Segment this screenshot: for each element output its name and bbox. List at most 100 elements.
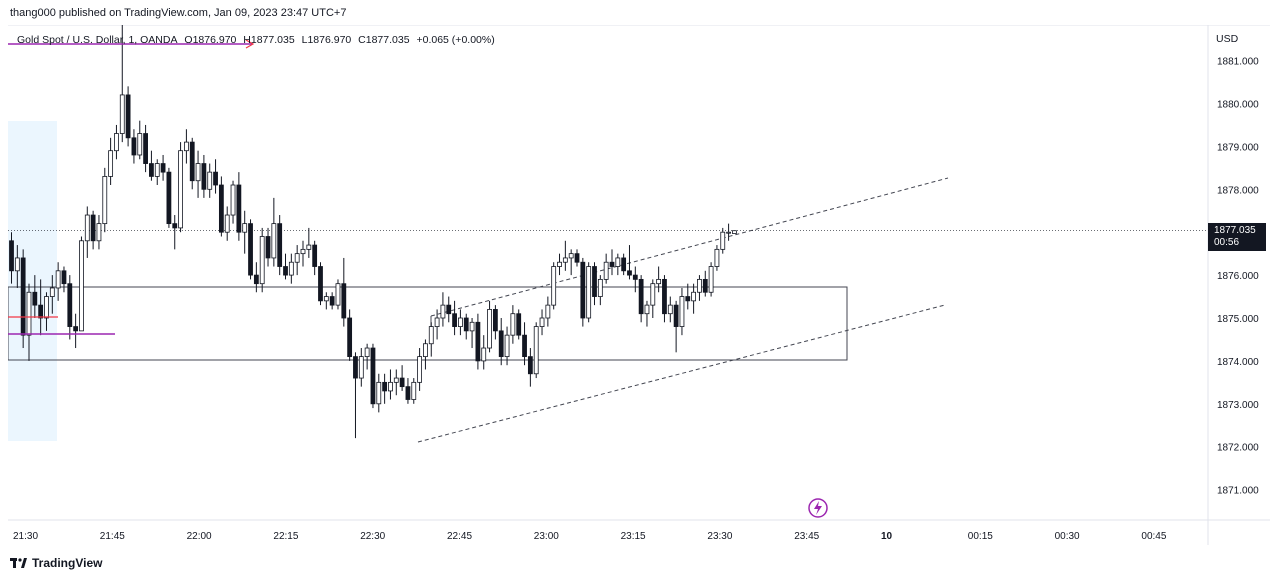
price-tick-label: 1871.000 (1217, 486, 1259, 497)
candle-body (26, 291, 32, 336)
candle-body (463, 317, 469, 332)
candle-body (545, 304, 551, 319)
candle (527, 348, 533, 387)
candle-body (154, 163, 160, 177)
candle-body (615, 257, 621, 267)
price-tick-label: 1875.000 (1217, 314, 1259, 325)
candle-body (160, 163, 166, 173)
candle-body (662, 278, 667, 315)
candle-body (61, 270, 67, 285)
candle-body (207, 171, 213, 190)
candle (475, 313, 481, 370)
candle-body (685, 296, 691, 302)
time-tick-label: 21:45 (100, 531, 125, 542)
candle (55, 262, 61, 301)
candle-body (516, 313, 522, 336)
tradingview-footer[interactable]: TradingView (10, 556, 102, 570)
candle (306, 227, 312, 258)
candle (405, 378, 411, 404)
candle (364, 343, 370, 370)
candle-body (580, 261, 586, 319)
candle (417, 348, 423, 391)
candle (283, 253, 288, 280)
candle (458, 309, 463, 336)
candle (650, 279, 656, 318)
candle-body (195, 163, 201, 182)
candle-body (492, 309, 498, 332)
candle (463, 313, 469, 340)
candle-body (224, 214, 230, 233)
candle (236, 172, 242, 241)
candle (562, 240, 568, 271)
candle-body (510, 313, 516, 336)
flash-event-icon (808, 498, 828, 518)
tradingview-logo-icon (10, 558, 27, 568)
candle-body (644, 304, 650, 315)
symbol-name[interactable]: Gold Spot / U.S. Dollar, 1, OANDA (17, 34, 178, 46)
candle (242, 210, 248, 254)
chart-frame[interactable]: 1881.0001880.0001879.0001878.0001877.000… (8, 25, 1270, 545)
candle-body (178, 150, 183, 229)
time-tick-label: 23:00 (534, 531, 559, 542)
candle-body (294, 253, 300, 263)
candle (218, 176, 224, 237)
range-rectangle (8, 286, 848, 361)
candle (288, 253, 294, 284)
candle (487, 300, 492, 353)
candle-body (586, 266, 592, 319)
time-tick-label: 00:30 (1055, 531, 1080, 542)
candle-body (603, 261, 609, 280)
candle (452, 300, 457, 336)
candle-body (627, 270, 632, 276)
candle-body (166, 171, 172, 225)
candle (644, 300, 650, 327)
candle (440, 292, 446, 327)
price-tick-label: 1874.000 (1217, 357, 1259, 368)
candle-body (312, 244, 318, 267)
price-chart[interactable]: 1881.0001880.0001879.0001878.0001877.000… (8, 25, 1270, 545)
publish-info: thang000 published on TradingView.com, J… (10, 7, 347, 19)
candle (189, 137, 195, 190)
candle-body (656, 278, 662, 285)
candle (277, 215, 283, 276)
candle-body (720, 231, 726, 250)
candle (160, 154, 166, 181)
candle (557, 253, 562, 276)
candle (44, 292, 49, 331)
time-tick-label: 10 (881, 531, 893, 542)
time-tick-label: 22:15 (273, 531, 298, 542)
candle (603, 253, 609, 284)
arrow-head-icon (245, 39, 255, 49)
candle-body (329, 296, 335, 306)
candle-body (213, 171, 218, 186)
time-tick-label: 22:30 (360, 531, 385, 542)
candle (248, 219, 253, 280)
candle (300, 240, 306, 267)
candle-body (399, 377, 405, 388)
candle-body (702, 278, 708, 293)
candle-body (73, 326, 79, 332)
candle (586, 262, 592, 323)
currency-label[interactable]: USD (1216, 33, 1239, 45)
candle (26, 283, 32, 361)
candle-body (323, 296, 329, 302)
candle (580, 257, 586, 327)
candle (510, 305, 516, 344)
candle (84, 206, 90, 258)
candle (609, 249, 615, 276)
candle (102, 167, 108, 233)
candle (119, 25, 125, 143)
time-tick-label: 00:15 (968, 531, 993, 542)
candle (539, 309, 545, 336)
candle-body (230, 184, 236, 216)
candle (376, 373, 382, 413)
candle (154, 159, 160, 186)
candle-body (434, 317, 440, 327)
candle-body (405, 386, 411, 400)
candle (627, 245, 632, 280)
lightning-bolt (814, 501, 822, 515)
candle (259, 227, 265, 293)
candle (312, 240, 318, 276)
candle-body (708, 266, 714, 293)
candle (20, 249, 26, 349)
